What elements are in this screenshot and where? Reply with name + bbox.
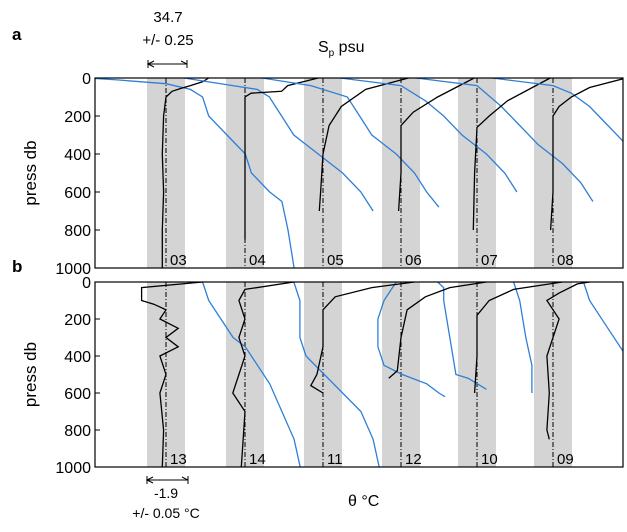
temperature-profile-10 [473,281,563,394]
bottom-annotation-tolerance: +/- 0.05 °C [132,505,199,521]
panel-label-a: a [12,25,22,44]
y-tick-label: 200 [64,312,91,329]
temperature-profile-11 [309,281,415,394]
y-tick-label: 200 [64,109,91,126]
salinity-profile-07 [415,77,594,202]
salinity-scale-bracket [146,60,188,68]
temperature-profile-05 [318,77,409,212]
temperature-scale-bracket [145,476,189,484]
temperature-profile-08 [549,78,623,231]
panel-a: 03 04 05 06 07 08 0 200 400 600 800 1000 press db a [12,25,624,278]
station-label-04: 04 [249,252,266,269]
station-label-06: 06 [405,252,422,269]
temperature-profile-12 [388,281,487,379]
profiles-a [95,77,623,268]
salinity-label-main: S [318,39,329,56]
station-label-09: 09 [557,451,574,468]
salinity-profile-14 [293,281,380,467]
salinity-label-unit: psu [334,39,364,56]
panel-b: 13 14 11 12 10 09 0 200 400 600 800 1000 press db b [12,257,624,477]
y-tick-label: 0 [82,71,91,88]
y-tick-label: 600 [64,386,91,403]
top-annotation-value: 34.7 [153,9,182,26]
salinity-profile-10 [512,281,533,393]
station-label-03: 03 [170,252,187,269]
panel-frame-b [94,281,624,468]
y-tick-label: 0 [82,275,91,292]
temperature-profile-14 [232,281,294,467]
station-label-05: 05 [327,252,344,269]
y-tick-label: 800 [64,423,91,440]
y-axis-label: press db [21,140,40,205]
salinity-profile-09 [582,281,623,353]
salinity-profile-08 [491,77,623,143]
salinity-profile-05 [261,77,440,208]
station-label-07: 07 [481,252,498,269]
y-tick-label: 400 [64,147,91,164]
temperature-profile-13 [140,281,203,467]
temperature-profile-04 [244,77,319,240]
y-axis-label: press db [21,342,40,407]
temperature-profile-03 [161,77,210,268]
salinity-series-label: Sp psu [318,39,364,59]
station-label-13: 13 [170,451,187,468]
salinity-profile-03 [95,77,295,268]
salinity-profile-04 [183,77,374,212]
y-tick-label: 1000 [55,460,91,477]
station-label-08: 08 [557,252,574,269]
temperature-axis-label: θ °C [348,493,379,510]
panel-frame-a [94,77,624,269]
temperature-profile-09 [545,281,590,440]
temperature-profile-07 [472,77,551,231]
salinity-profile-06 [339,77,518,193]
salinity-profile-11 [377,281,446,398]
salinity-profile-13 [201,281,301,467]
y-tick-label: 600 [64,185,91,202]
y-tick-label: 400 [64,349,91,366]
panel-label-b: b [12,257,22,276]
bottom-annotation-value: -1.9 [154,485,178,501]
y-tick-label: 1000 [55,261,91,278]
station-label-12: 12 [405,451,422,468]
profiles-b [140,281,623,467]
salinity-profile-12 [437,281,487,390]
station-label-11: 11 [327,451,343,468]
station-label-10: 10 [481,451,498,468]
top-annotation-tolerance: +/- 0.25 [142,32,193,49]
y-tick-label: 800 [64,223,91,240]
salinity-label-sub: p [329,48,335,59]
station-label-14: 14 [249,451,266,468]
temperature-profile-06 [397,77,475,212]
